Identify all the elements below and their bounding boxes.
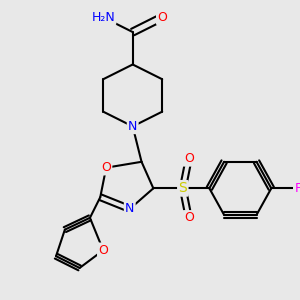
- Text: H₂N: H₂N: [91, 11, 115, 24]
- Text: N: N: [128, 120, 137, 133]
- Text: S: S: [178, 181, 187, 195]
- Text: O: O: [157, 11, 167, 24]
- Text: N: N: [125, 202, 134, 215]
- Text: O: O: [184, 152, 194, 165]
- Text: O: O: [184, 211, 194, 224]
- Text: O: O: [98, 244, 108, 257]
- Text: O: O: [101, 161, 111, 174]
- Text: F: F: [294, 182, 300, 195]
